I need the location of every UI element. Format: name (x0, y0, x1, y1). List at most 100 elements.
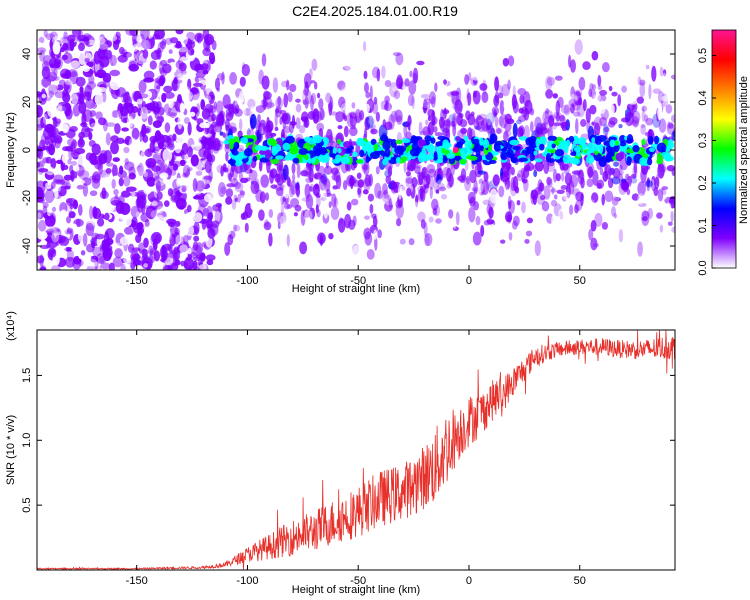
heatmap-cell-966 (115, 137, 125, 144)
heatmap-cell-1433 (590, 237, 598, 251)
heatmap-cell-839 (192, 195, 202, 200)
heatmap-cell-2081 (412, 201, 419, 208)
heatmap-cell-1291 (313, 172, 323, 180)
heatmap-cell-1033 (143, 226, 153, 236)
heatmap-cell-3011 (228, 138, 236, 144)
heatmap-cell-1232 (507, 195, 512, 210)
heatmap-cell-2408 (220, 186, 228, 194)
heatmap-cell-1916 (359, 110, 365, 121)
heatmap-cell-2488 (322, 185, 328, 202)
heatmap-cell-891 (154, 30, 165, 40)
heatmap-cell-276 (92, 262, 101, 270)
heatmap-cell-777 (38, 168, 49, 173)
heatmap-cell-2684 (456, 141, 463, 148)
heatmap-cell-2958 (646, 157, 653, 166)
heatmap-cell-2004 (593, 116, 602, 131)
heatmap-cell-1917 (665, 104, 673, 114)
heatmap-cell-1091 (53, 174, 64, 183)
heatmap-cell-3013 (581, 140, 586, 151)
heatmap-cell-994 (141, 39, 153, 50)
heatmap-cell-2921 (285, 135, 295, 144)
heatmap-cell-95 (112, 164, 118, 178)
heatmap-cell-2703 (429, 150, 435, 160)
heatmap-cell-1819 (364, 174, 371, 187)
heatmap-cell-1933 (270, 184, 278, 189)
heatmap-cell-2939 (304, 154, 309, 161)
heatmap-cell-1411 (524, 238, 530, 244)
heatmap-cell-303 (149, 60, 157, 70)
heatmap-cell-2285 (480, 180, 490, 196)
heatmap-cell-1014 (70, 141, 76, 153)
heatmap-cell-239 (177, 76, 185, 91)
heatmap-cell-1684 (645, 117, 654, 126)
heatmap-cell-876 (181, 142, 189, 155)
heatmap-cell-1235 (320, 196, 327, 202)
heatmap-cell-883 (62, 225, 68, 234)
heatmap-cell-1065 (99, 190, 109, 200)
heatmap-cell-2170 (230, 178, 239, 188)
heatmap-cell-1216 (448, 114, 456, 123)
heatmap-cell-949 (156, 191, 163, 200)
heatmap-cell-351 (163, 85, 173, 93)
heatmap-cell-670 (105, 168, 112, 174)
heatmap-cell-955 (112, 39, 120, 51)
heatmap-cell-975 (104, 212, 110, 221)
heatmap-cell-2735 (568, 135, 575, 143)
heatmap-y-tick-label: 0 (21, 147, 33, 153)
colorbar-label: Normalized spectral amplitude (738, 76, 750, 224)
heatmap-cell-1551 (554, 202, 558, 212)
heatmap-cell-2401 (263, 91, 272, 100)
heatmap-cell-2451 (630, 110, 635, 117)
heatmap-cell-2129 (268, 232, 273, 247)
heatmap-cell-1041 (148, 37, 155, 47)
heatmap-cell-1074 (140, 106, 149, 120)
heatmap-cell-1134 (209, 154, 216, 163)
heatmap-cell-3006 (259, 157, 269, 163)
heatmap-cell-2904 (258, 149, 267, 155)
heatmap-cell-2043 (500, 239, 506, 244)
heatmap-cell-1995 (396, 218, 402, 227)
heatmap-cell-843 (167, 188, 174, 197)
heatmap-cell-2078 (351, 244, 360, 261)
heatmap-cell-2200 (357, 179, 365, 188)
heatmap-cell-2245 (390, 110, 399, 123)
heatmap-cell-2983 (608, 136, 618, 142)
heatmap-cell-1953 (454, 99, 463, 115)
colorbar: 0.0 0.1 0.2 0.3 0.4 0.5 Normalized spectral a… (697, 29, 750, 276)
heatmap-cell-2037 (551, 214, 556, 229)
heatmap-cell-1438 (226, 183, 236, 188)
heatmap-cell-1623 (602, 123, 609, 137)
heatmap-cell-228 (120, 263, 126, 270)
heatmap-cell-1509 (426, 163, 436, 174)
heatmap-cell-2953 (525, 137, 534, 146)
heatmap-cell-1870 (241, 64, 251, 77)
heatmap-cell-878 (94, 92, 104, 106)
heatmap-cell-2286 (534, 116, 542, 131)
heatmap-cell-669 (76, 179, 85, 185)
heatmap-cell-2886 (649, 147, 655, 153)
heatmap-cell-673 (112, 157, 120, 162)
heatmap-cell-1482 (432, 125, 438, 133)
heatmap-cell-1567 (239, 190, 245, 196)
heatmap-cell-1625 (238, 118, 243, 131)
heatmap-cell-2412 (648, 83, 652, 100)
heatmap-cell-1835 (420, 93, 430, 99)
heatmap-cell-2225 (207, 228, 216, 239)
heatmap-cell-1507 (418, 121, 423, 136)
heatmap-cell-922 (136, 35, 142, 43)
heatmap-cell-1449 (526, 217, 534, 224)
heatmap-cell-2152 (644, 190, 653, 198)
heatmap-cell-634 (72, 165, 80, 172)
heatmap-cell-637 (100, 206, 107, 212)
heatmap-cell-1558 (243, 107, 252, 116)
heatmap-cell-1946 (574, 39, 583, 55)
heatmap-cell-582 (72, 30, 82, 38)
heatmap-cell-2460 (249, 113, 257, 129)
heatmap-cell-976 (115, 86, 127, 98)
heatmap-cell-501 (145, 127, 150, 134)
heatmap-cell-658 (137, 227, 143, 238)
heatmap-cell-676 (102, 91, 107, 103)
snr-panel: -150 -100 -50 0 50 0.5 1.0 1.5 Height of strai… (5, 311, 676, 596)
heatmap-cell-2176 (657, 162, 665, 179)
heatmap-cell-1289 (287, 91, 293, 103)
